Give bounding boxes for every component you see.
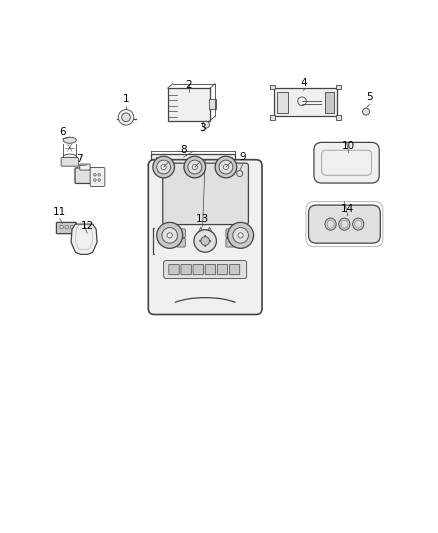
Text: 5: 5 [366,92,373,102]
Text: 7: 7 [77,154,83,164]
FancyBboxPatch shape [236,229,244,238]
Text: 12: 12 [81,221,94,231]
Circle shape [215,156,237,178]
Ellipse shape [341,220,348,228]
Circle shape [157,160,170,174]
Circle shape [223,165,229,169]
FancyBboxPatch shape [270,85,275,89]
Circle shape [157,222,183,248]
Circle shape [192,165,198,169]
Text: 3: 3 [199,123,206,133]
FancyBboxPatch shape [274,88,337,116]
Text: 8: 8 [180,145,187,155]
Circle shape [194,230,216,252]
FancyBboxPatch shape [226,229,235,238]
Circle shape [98,179,100,181]
Circle shape [153,156,174,178]
FancyBboxPatch shape [325,92,334,113]
FancyBboxPatch shape [336,85,341,89]
Text: 13: 13 [196,214,209,224]
FancyBboxPatch shape [205,264,215,274]
Circle shape [94,174,96,176]
Circle shape [188,160,202,174]
Circle shape [94,179,96,181]
Ellipse shape [325,218,336,230]
FancyBboxPatch shape [169,264,179,274]
Text: 14: 14 [341,204,354,214]
Circle shape [184,156,205,178]
FancyBboxPatch shape [80,164,90,170]
Circle shape [98,174,100,176]
Ellipse shape [64,154,76,159]
FancyBboxPatch shape [168,88,210,120]
FancyBboxPatch shape [75,168,92,183]
FancyBboxPatch shape [148,160,262,314]
Text: 9: 9 [240,152,246,162]
Text: 4: 4 [300,78,307,88]
Polygon shape [198,227,203,232]
FancyBboxPatch shape [177,229,185,238]
Polygon shape [207,227,212,232]
FancyBboxPatch shape [163,163,248,224]
Circle shape [238,233,243,238]
FancyBboxPatch shape [217,264,228,274]
FancyBboxPatch shape [270,115,275,120]
Circle shape [167,233,172,238]
Circle shape [228,222,254,248]
FancyBboxPatch shape [336,115,341,120]
FancyBboxPatch shape [209,99,216,109]
Ellipse shape [327,220,334,228]
Circle shape [202,121,209,128]
Text: 1: 1 [123,94,129,104]
Text: 10: 10 [342,141,355,151]
Circle shape [219,160,233,174]
Circle shape [363,108,370,115]
Circle shape [118,109,134,125]
Ellipse shape [353,218,364,230]
FancyBboxPatch shape [181,264,191,274]
FancyBboxPatch shape [193,264,203,274]
Ellipse shape [339,218,350,230]
FancyBboxPatch shape [57,222,76,233]
FancyBboxPatch shape [308,205,380,243]
Ellipse shape [355,220,362,228]
FancyBboxPatch shape [236,238,244,247]
FancyBboxPatch shape [230,264,240,274]
FancyBboxPatch shape [227,157,232,177]
Circle shape [233,228,248,243]
Circle shape [162,228,177,243]
Circle shape [207,161,211,165]
FancyBboxPatch shape [314,142,379,183]
FancyBboxPatch shape [177,238,185,247]
FancyBboxPatch shape [226,238,235,247]
FancyBboxPatch shape [164,261,247,279]
Ellipse shape [64,137,76,143]
FancyBboxPatch shape [155,157,161,177]
FancyBboxPatch shape [277,92,287,113]
FancyBboxPatch shape [167,229,176,238]
Circle shape [201,237,209,245]
Text: 11: 11 [53,207,67,217]
Circle shape [122,113,131,122]
FancyBboxPatch shape [61,158,78,166]
Text: 2: 2 [185,80,192,90]
FancyBboxPatch shape [167,238,176,247]
Circle shape [161,165,166,169]
Text: 6: 6 [59,127,66,137]
Circle shape [60,225,64,229]
Circle shape [65,225,68,229]
FancyBboxPatch shape [90,167,105,187]
FancyBboxPatch shape [151,154,235,180]
Polygon shape [71,224,97,254]
Circle shape [70,225,74,229]
Circle shape [237,171,243,176]
